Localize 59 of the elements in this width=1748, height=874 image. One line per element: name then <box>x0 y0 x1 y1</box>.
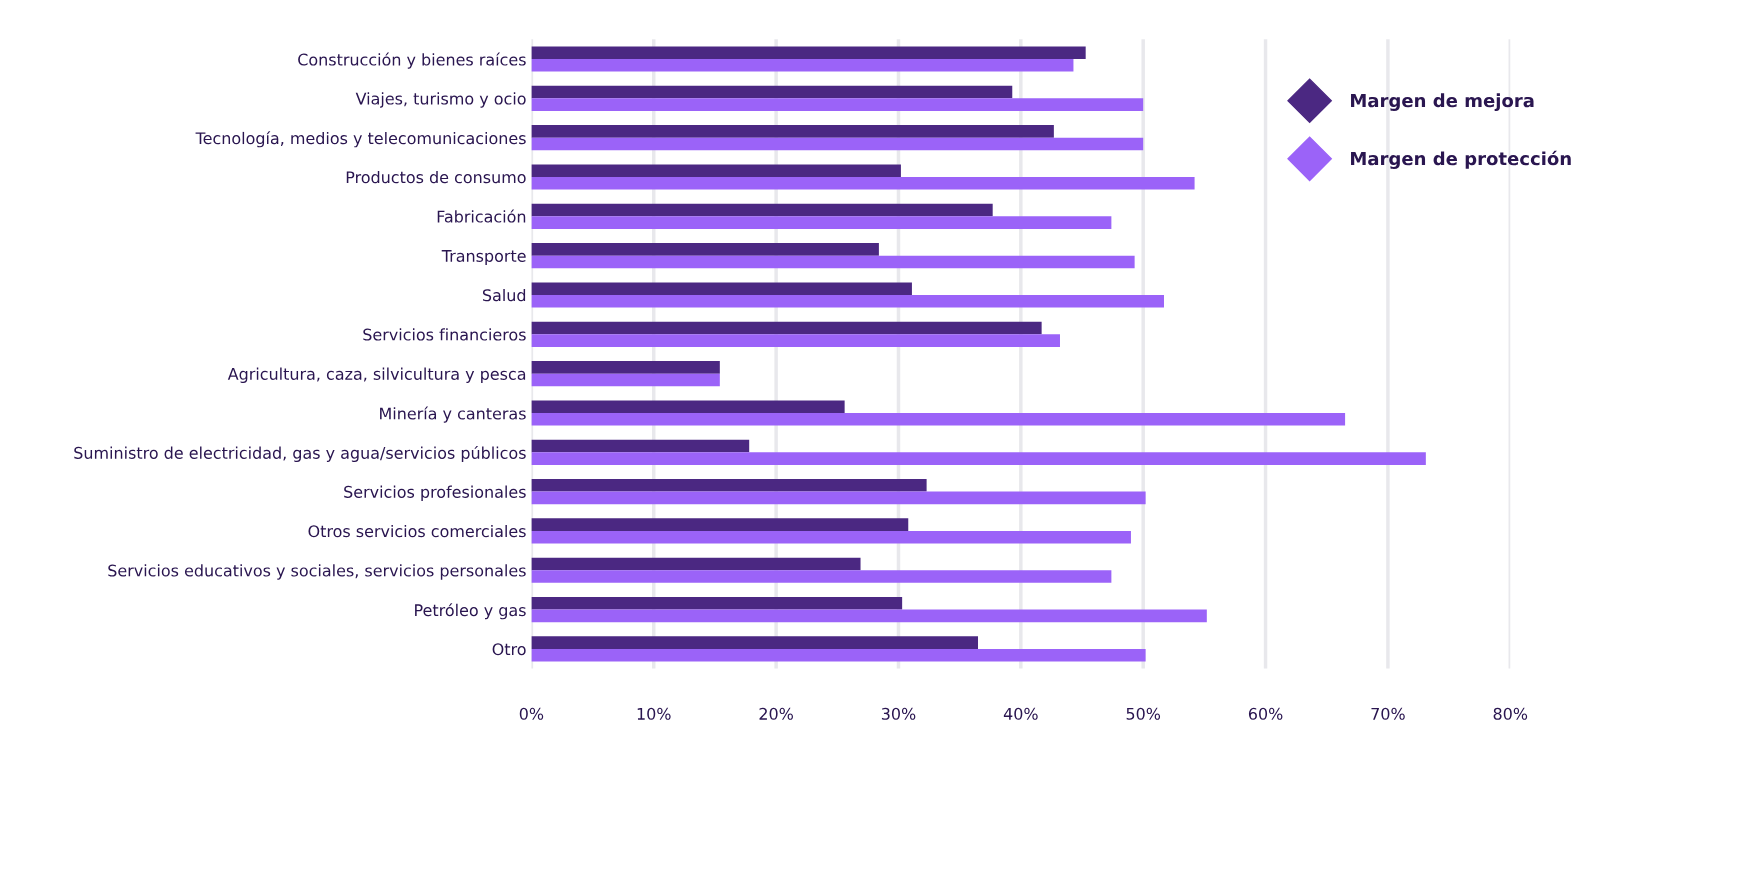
y-tick-label: Minería y canteras <box>380 406 526 423</box>
bar <box>531 570 1112 583</box>
x-tick-label: 70% <box>1371 707 1405 720</box>
bar <box>531 164 901 177</box>
bar <box>531 85 1013 99</box>
y-tick-label: Servicios financieros <box>363 328 526 341</box>
bar <box>531 46 1086 59</box>
y-tick-label: Otros servicios comerciales <box>308 524 526 538</box>
y-tick-label: Otro <box>492 643 526 656</box>
bar <box>531 58 1074 72</box>
legend-label: Margen de mejora <box>1351 93 1534 111</box>
bar <box>531 609 1207 623</box>
bar <box>531 648 1146 662</box>
bar <box>531 98 1144 111</box>
bar <box>531 636 979 649</box>
y-tick-label: Salud <box>482 288 526 302</box>
x-tick-label: 50% <box>1126 707 1161 720</box>
y-tick-label: Viajes, turismo y ocio <box>355 92 526 108</box>
y-tick-label: Productos de consumo <box>346 170 526 184</box>
y-tick-label: Tecnología, medios y telecomunicaciones <box>195 131 526 148</box>
bar <box>531 282 912 295</box>
legend-label: Margen de protección <box>1351 150 1571 170</box>
bar <box>531 412 1346 426</box>
bar <box>531 400 845 413</box>
x-tick-label: 10% <box>637 707 671 720</box>
x-tick-label: 60% <box>1248 707 1283 720</box>
y-tick-label: Transporte <box>441 250 526 266</box>
x-tick-label: 0% <box>519 707 544 720</box>
y-tick-label: Suministro de electricidad, gas y agua/servicios públicos <box>74 445 526 462</box>
bar <box>531 597 903 610</box>
y-tick-label: Servicios educativos y sociales, servicios personales <box>108 564 526 580</box>
x-tick-label: 30% <box>881 707 916 720</box>
bar <box>531 137 1144 151</box>
x-tick-label: 80% <box>1493 707 1528 720</box>
bar <box>531 176 1195 190</box>
y-tick-label: Construcción y bienes raíces <box>298 52 526 69</box>
bar <box>531 518 909 531</box>
bar <box>531 530 1131 544</box>
bar <box>531 321 1042 335</box>
x-tick-label: 40% <box>1003 707 1038 720</box>
bar <box>531 334 1060 347</box>
y-tick-label: Servicios profesionales <box>344 485 526 502</box>
bar <box>531 491 1146 505</box>
bar <box>531 452 1426 465</box>
bar <box>531 479 927 492</box>
y-tick-label: Agricultura, caza, silvicultura y pesca <box>227 367 526 384</box>
bar <box>531 361 720 374</box>
bar <box>531 125 1054 138</box>
bar <box>531 557 861 571</box>
bar <box>531 216 1112 229</box>
bar <box>531 294 1164 308</box>
bar <box>531 439 750 453</box>
bar <box>531 203 993 217</box>
x-tick-label: 20% <box>759 707 793 720</box>
y-tick-label: Petróleo y gas <box>415 603 526 620</box>
bar <box>531 255 1135 269</box>
bar <box>531 373 720 387</box>
bar <box>531 243 879 256</box>
y-tick-label: Fabricación <box>437 209 526 223</box>
